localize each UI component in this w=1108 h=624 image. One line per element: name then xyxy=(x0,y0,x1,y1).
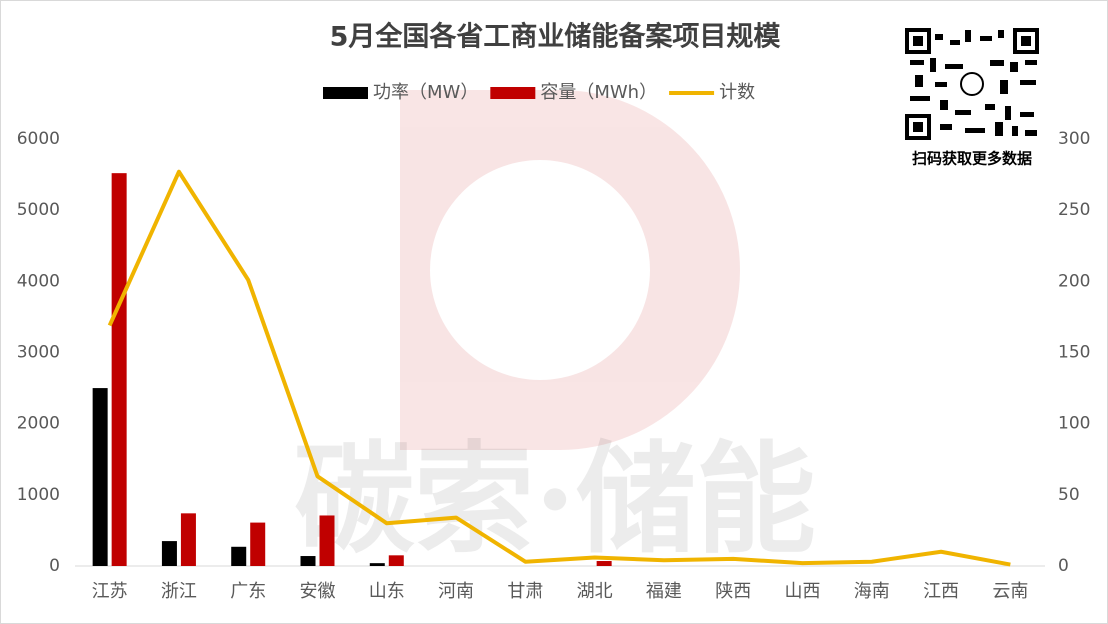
y2-tick-label: 0 xyxy=(1058,556,1069,576)
legend-label: 功率（MW） xyxy=(373,82,478,103)
y-tick-label: 6000 xyxy=(17,129,60,149)
x-tick-label: 福建 xyxy=(646,581,682,602)
x-tick-label: 安徽 xyxy=(300,581,336,602)
x-tick-label: 甘肃 xyxy=(507,581,543,602)
x-tick-label: 海南 xyxy=(854,581,890,602)
bar xyxy=(92,388,108,566)
y2-tick-label: 150 xyxy=(1058,343,1090,363)
bar xyxy=(596,561,612,566)
y2-tick-label: 200 xyxy=(1058,271,1090,291)
bar xyxy=(250,522,266,566)
x-tick-label: 江西 xyxy=(923,581,959,602)
qr-code xyxy=(905,28,1040,140)
legend-label: 计数 xyxy=(719,82,755,103)
x-tick-label: 浙江 xyxy=(161,581,197,602)
y-tick-label: 4000 xyxy=(17,271,60,291)
y2-tick-label: 250 xyxy=(1058,200,1090,220)
legend-label: 容量（MWh） xyxy=(540,82,657,103)
bar xyxy=(231,546,247,566)
bar xyxy=(388,555,404,566)
bar xyxy=(319,515,335,566)
x-tick-label: 河南 xyxy=(438,581,474,602)
line xyxy=(107,169,1011,567)
x-tick-label: 广东 xyxy=(230,581,266,602)
chart-title: 5月全国各省工商业储能备案项目规模 xyxy=(330,21,781,53)
legend-swatch xyxy=(490,87,536,99)
x-tick-label: 湖北 xyxy=(577,581,613,602)
legend: 功率（MW） 容量（MWh） 计数 xyxy=(323,82,755,103)
x-tick-label: 陕西 xyxy=(715,581,751,602)
qr-caption: 扫码获取更多数据 xyxy=(912,150,1032,168)
x-tick-label: 江苏 xyxy=(92,581,128,602)
y-tick-label: 2000 xyxy=(17,414,60,434)
bar xyxy=(180,513,196,566)
x-tick-label: 山东 xyxy=(369,581,405,602)
y2-tick-label: 100 xyxy=(1058,414,1090,434)
bar xyxy=(300,556,316,566)
bar xyxy=(369,563,385,566)
y-tick-label: 1000 xyxy=(17,485,60,505)
y2-tick-label: 300 xyxy=(1058,129,1090,149)
legend-swatch xyxy=(323,87,368,99)
bar xyxy=(161,541,177,566)
x-tick-label: 山西 xyxy=(785,581,821,602)
y2-tick-label: 50 xyxy=(1058,485,1080,505)
bar xyxy=(111,173,127,566)
watermark: 碳索·储能 xyxy=(294,429,816,570)
logo-watermark xyxy=(400,90,740,450)
y-tick-label: 0 xyxy=(49,556,60,576)
y-tick-label: 3000 xyxy=(17,343,60,363)
y-tick-label: 5000 xyxy=(17,200,60,220)
x-tick-label: 云南 xyxy=(992,581,1028,602)
